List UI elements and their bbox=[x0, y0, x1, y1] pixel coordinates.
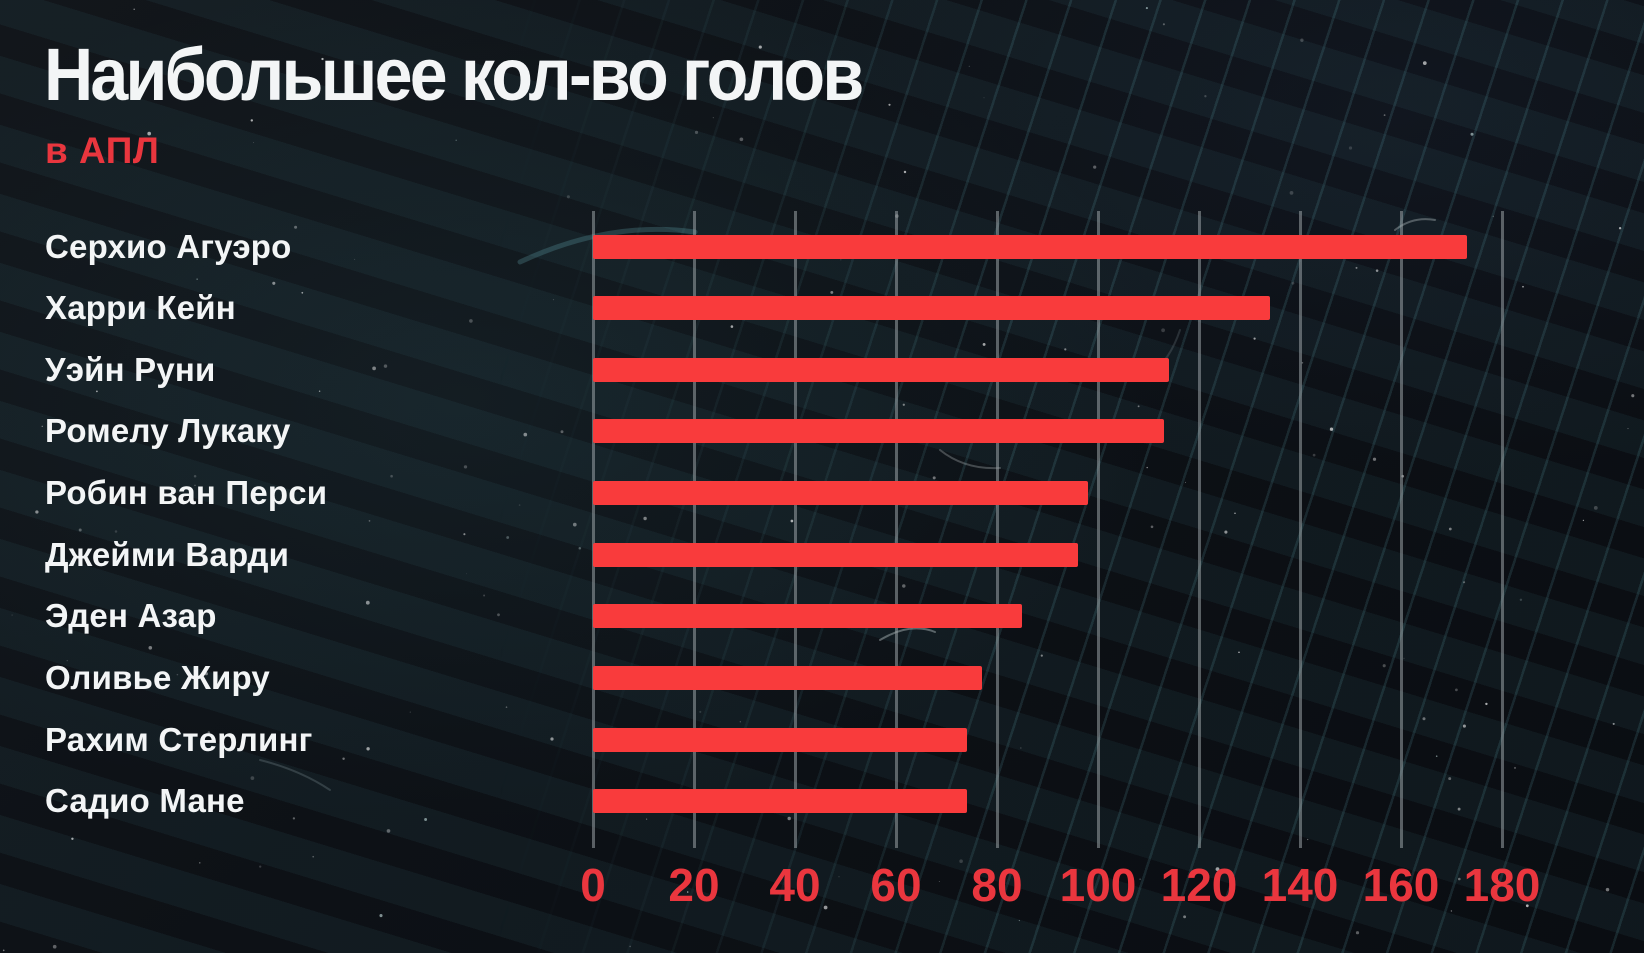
x-axis-tick-label: 140 bbox=[1261, 859, 1339, 911]
player-name-label: Робин ван Перси bbox=[45, 474, 328, 512]
player-name-label: Серхио Агуэро bbox=[45, 227, 292, 265]
goals-bar bbox=[593, 357, 1169, 382]
gridline bbox=[692, 211, 696, 848]
gridline bbox=[1500, 211, 1504, 848]
x-axis-tick-label: 40 bbox=[769, 859, 821, 911]
goals-bar bbox=[593, 419, 1164, 444]
x-axis-tick-label: 120 bbox=[1160, 859, 1238, 911]
chart-subtitle: в АПЛ bbox=[45, 130, 160, 171]
player-name-label: Ромелу Лукаку bbox=[45, 412, 291, 450]
goals-bar bbox=[593, 789, 967, 814]
gridline bbox=[591, 211, 595, 848]
x-axis-tick-label: 0 bbox=[580, 859, 606, 911]
player-name-label: Джейми Варди bbox=[45, 535, 290, 573]
gridline bbox=[1096, 211, 1100, 848]
goals-bar bbox=[593, 604, 1023, 629]
goals-bar bbox=[593, 296, 1270, 321]
player-name-label: Харри Кейн bbox=[45, 289, 236, 327]
x-axis-tick-label: 100 bbox=[1059, 859, 1137, 911]
player-name-label: Эден Азар bbox=[45, 597, 217, 635]
goals-bar bbox=[593, 727, 967, 752]
player-name-label: Оливье Жиру bbox=[45, 659, 270, 697]
goals-bar bbox=[593, 481, 1088, 506]
gridline bbox=[894, 211, 898, 848]
player-name-label: Рахим Стерлинг bbox=[45, 720, 313, 758]
x-axis-tick-label: 60 bbox=[870, 859, 922, 911]
gridline bbox=[995, 211, 999, 848]
x-axis-tick-label: 80 bbox=[971, 859, 1023, 911]
x-axis-tick-label: 180 bbox=[1463, 859, 1541, 911]
goals-bar bbox=[593, 542, 1078, 567]
x-axis-tick-label: 160 bbox=[1362, 859, 1440, 911]
gridline bbox=[793, 211, 797, 848]
gridline bbox=[1298, 211, 1302, 848]
gridline bbox=[1399, 211, 1403, 848]
player-name-label: Уэйн Руни bbox=[45, 350, 216, 388]
goals-bar bbox=[593, 234, 1467, 259]
goals-bar bbox=[593, 666, 982, 691]
chart-title: Наибольшее кол-во голов bbox=[44, 33, 864, 116]
player-name-label: Садио Мане bbox=[45, 782, 245, 820]
gridline bbox=[1197, 211, 1201, 848]
x-axis-tick-label: 20 bbox=[668, 859, 720, 911]
